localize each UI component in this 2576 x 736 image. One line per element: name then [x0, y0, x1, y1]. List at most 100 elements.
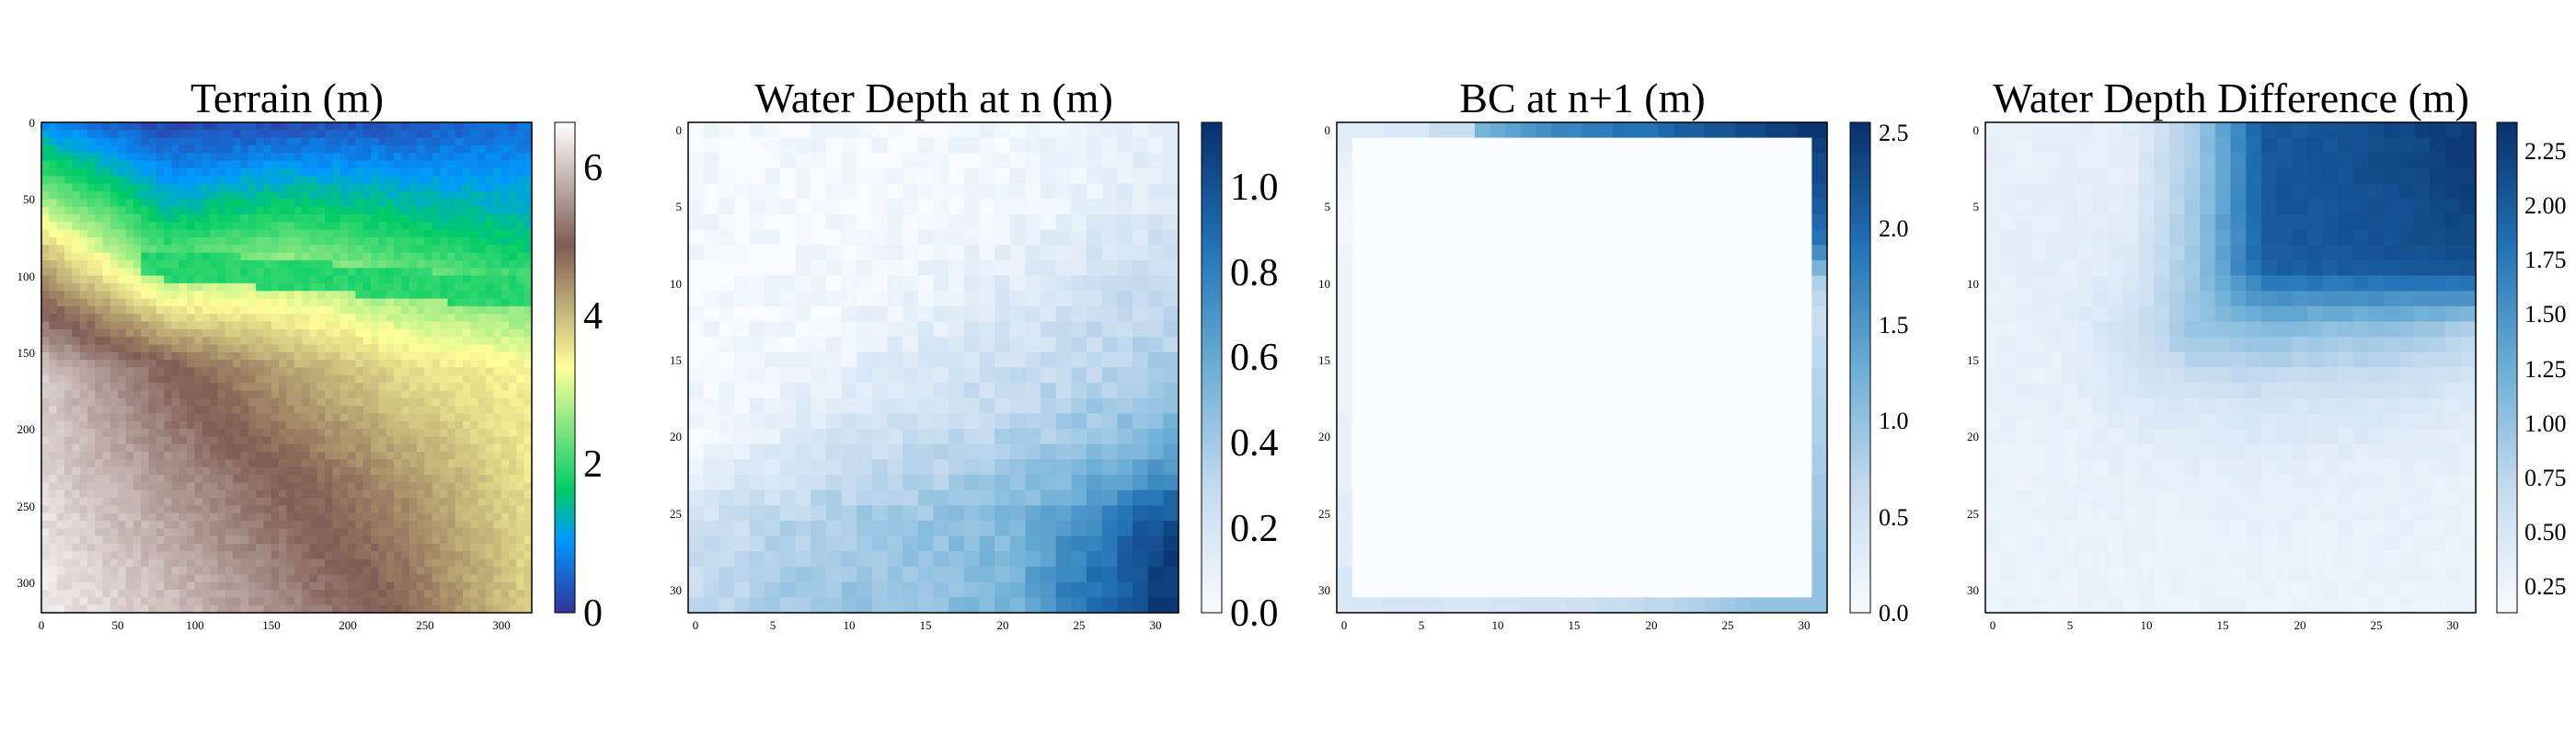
- heatmap-cell: [164, 199, 173, 208]
- heatmap-cell: [470, 122, 479, 131]
- heatmap-cell: [102, 505, 111, 514]
- heatmap-cell: [871, 213, 889, 231]
- heatmap-cell: [41, 498, 50, 507]
- heatmap-cell: [362, 466, 372, 476]
- heatmap-cell: [470, 167, 479, 177]
- colorbar-tick-label: 4: [583, 295, 603, 338]
- heatmap-cell: [309, 236, 318, 246]
- heatmap-cell: [1025, 521, 1041, 537]
- heatmap-cell: [79, 383, 88, 392]
- heatmap-cell: [194, 321, 203, 330]
- heatmap-cell: [733, 321, 751, 338]
- heatmap-cell: [325, 574, 334, 583]
- heatmap-cell: [95, 144, 104, 154]
- heatmap-cell: [332, 443, 341, 453]
- heatmap-cell: [233, 551, 242, 560]
- heatmap-cell: [917, 475, 935, 491]
- heatmap-cell: [339, 190, 349, 200]
- heatmap-cell: [765, 475, 781, 491]
- heatmap-cell: [477, 528, 487, 537]
- heatmap-cell: [339, 535, 349, 545]
- heatmap-cell: [141, 482, 150, 491]
- heatmap-cell: [371, 590, 380, 598]
- heatmap-cell: [516, 236, 525, 246]
- heatmap-cell: [125, 374, 134, 384]
- heatmap-cell: [1133, 337, 1149, 353]
- heatmap-cell: [339, 298, 349, 307]
- heatmap-cell: [141, 291, 150, 300]
- heatmap-cell: [141, 229, 150, 238]
- heatmap-cell: [933, 167, 949, 185]
- heatmap-cell: [979, 367, 995, 384]
- heatmap-cell: [233, 183, 242, 192]
- heatmap-cell: [1041, 153, 1057, 169]
- heatmap-cell: [201, 558, 211, 568]
- heatmap-cell: [178, 604, 188, 614]
- heatmap-cell: [279, 581, 288, 591]
- heatmap-cell: [1101, 397, 1118, 415]
- heatmap-cell: [263, 466, 272, 476]
- heatmap-cell: [949, 259, 965, 277]
- heatmap-cell: [178, 397, 188, 407]
- heatmap-cell: [95, 406, 104, 415]
- heatmap-cell: [109, 413, 119, 422]
- heatmap-cell: [447, 420, 456, 430]
- heatmap-cell: [933, 137, 949, 154]
- heatmap-cell: [118, 581, 127, 591]
- heatmap-cell: [201, 206, 211, 215]
- heatmap-cell: [178, 298, 188, 307]
- heatmap-cell: [49, 374, 58, 384]
- heatmap-cell: [378, 558, 387, 568]
- heatmap-cell: [201, 190, 211, 200]
- heatmap-cell: [493, 551, 502, 560]
- heatmap-cell: [118, 206, 127, 215]
- heatmap-cell: [378, 337, 387, 346]
- heatmap-cell: [293, 275, 303, 284]
- heatmap-cell: [903, 122, 919, 139]
- heatmap-cell: [463, 429, 471, 438]
- heatmap-cell: [516, 521, 525, 529]
- heatmap-cell: [500, 252, 510, 261]
- heatmap-cell: [509, 574, 517, 583]
- heatmap-cell: [401, 268, 410, 277]
- heatmap-cell: [164, 383, 173, 392]
- heatmap-cell: [270, 236, 280, 246]
- heatmap-cell: [210, 567, 219, 575]
- heatmap-cell: [316, 153, 326, 162]
- heatmap-cell: [371, 521, 380, 529]
- heatmap-cell: [431, 229, 441, 238]
- heatmap-cell: [903, 305, 919, 323]
- heatmap-cell: [1087, 321, 1103, 338]
- heatmap-cell: [949, 137, 965, 154]
- heatmap-cell: [417, 259, 426, 269]
- heatmap-cell: [194, 544, 203, 552]
- heatmap-cell: [72, 535, 81, 545]
- heatmap-cell: [256, 406, 265, 415]
- heatmap-cell: [49, 558, 58, 568]
- heatmap-cell: [385, 390, 395, 399]
- heatmap-cell: [178, 229, 188, 238]
- heatmap-cell: [286, 551, 295, 560]
- heatmap-cell: [194, 505, 203, 514]
- heatmap-cell: [118, 498, 127, 507]
- heatmap-cell: [302, 574, 311, 583]
- y-axis-ticks: 0 50 100 150 200 250 300: [17, 116, 36, 590]
- heatmap-cell: [194, 344, 203, 353]
- heatmap-cell: [72, 291, 81, 300]
- heatmap-cell: [95, 443, 104, 453]
- heatmap-cell: [95, 475, 104, 484]
- heatmap-cell: [979, 397, 995, 415]
- heatmap-cell: [841, 245, 857, 261]
- heatmap-cell: [79, 397, 88, 407]
- heatmap-cell: [325, 374, 334, 384]
- heatmap-cell: [348, 282, 357, 292]
- heatmap-cell: [841, 489, 857, 507]
- heatmap-cell: [516, 397, 525, 407]
- heatmap-cell: [210, 429, 219, 438]
- heatmap-cell: [194, 443, 203, 453]
- heatmap-cell: [355, 420, 364, 430]
- heatmap-cell: [486, 275, 494, 284]
- heatmap-cell: [148, 245, 157, 254]
- heatmap-cell: [1117, 367, 1133, 384]
- heatmap-cell: [270, 489, 280, 499]
